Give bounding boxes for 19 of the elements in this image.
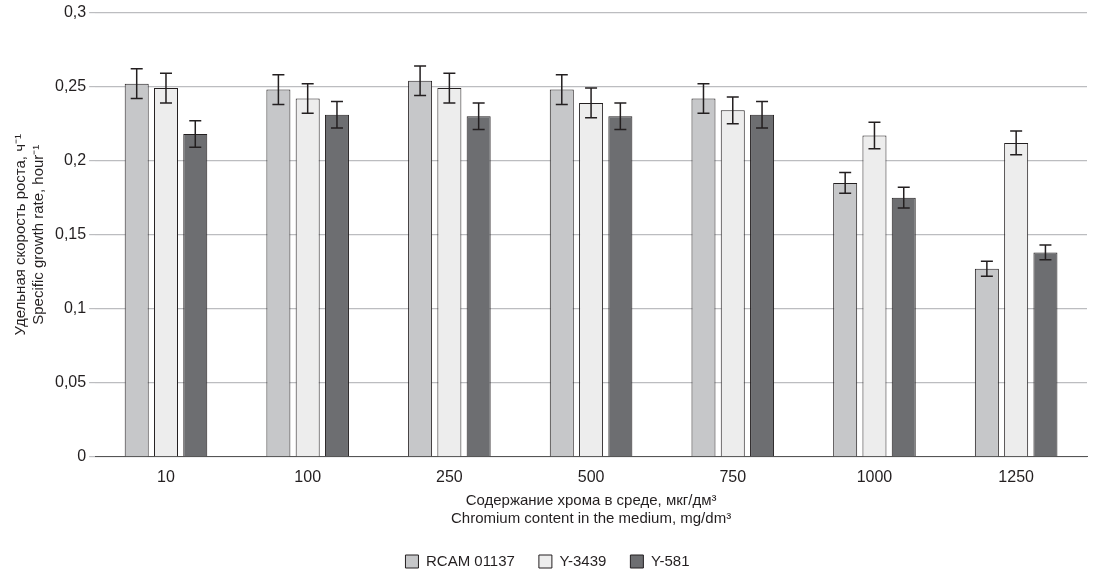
x-tick-label: 500 xyxy=(577,467,605,485)
y-axis-title: Удельная скорость роста, ч⁻¹ Specific growth rate, hour⁻¹ xyxy=(11,133,47,336)
x-tick-label: 750 xyxy=(719,467,747,485)
x-axis-title: Содержание хрома в среде, мкг/дм³ Chromium content in the medium, mg/dm³ xyxy=(451,491,732,527)
legend-label: Y-3439 xyxy=(559,551,607,569)
x-tick-label: 10 xyxy=(157,467,175,485)
x-tick-label: 100 xyxy=(294,467,322,485)
y-tick-label: 0 xyxy=(77,447,87,465)
y-tick-label: 0,2 xyxy=(63,151,87,169)
y-tick-label: 0,05 xyxy=(55,373,87,391)
x-tick-label: 1250 xyxy=(998,467,1035,485)
y-tick-label: 0,3 xyxy=(63,3,87,21)
legend-label: RCAM 01137 xyxy=(425,551,515,569)
x-tick-label: 250 xyxy=(436,467,463,485)
y-tick-label: 0,1 xyxy=(63,299,87,317)
x-tick-label: 1000 xyxy=(856,467,893,485)
y-tick-label: 0,15 xyxy=(55,225,87,243)
y-tick-label: 0,25 xyxy=(55,77,87,95)
legend-label: Y-581 xyxy=(650,551,690,569)
